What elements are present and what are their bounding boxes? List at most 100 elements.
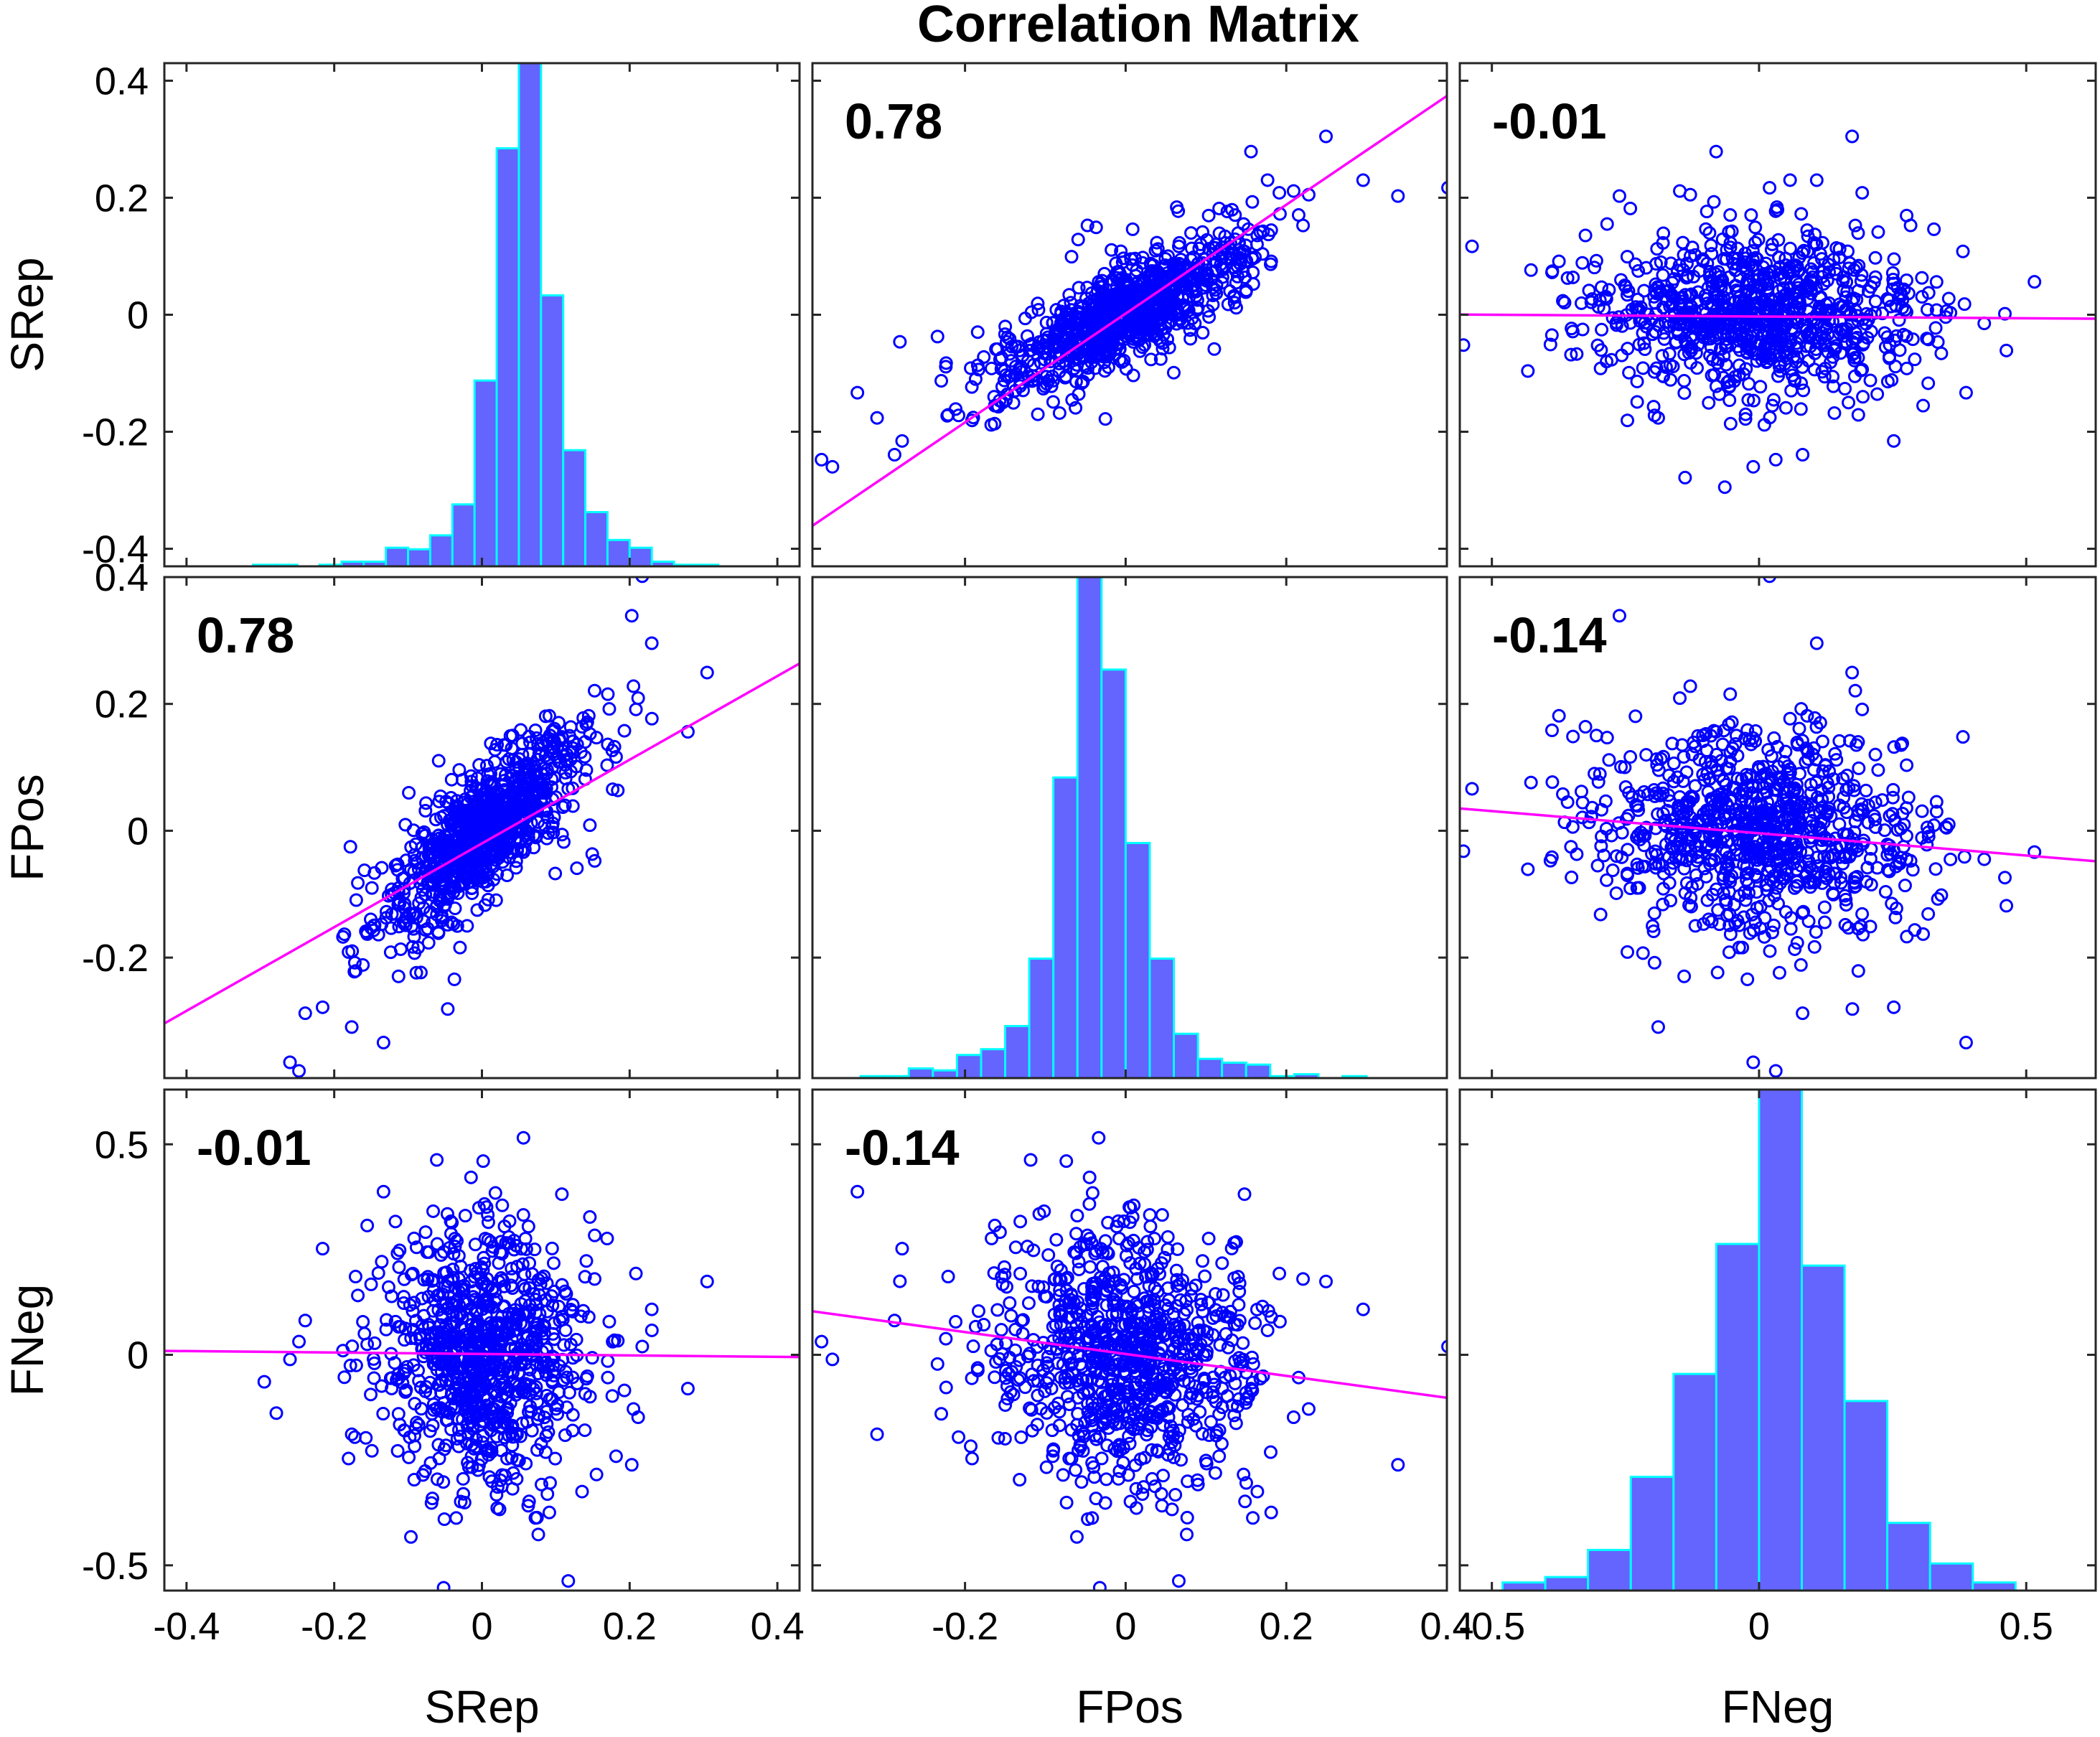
scatter-point xyxy=(1895,806,1910,820)
scatter-point xyxy=(1710,747,1724,762)
scatter-point xyxy=(1702,395,1716,410)
scatter-point xyxy=(1801,752,1816,767)
scatter-point xyxy=(1773,335,1788,350)
scatter-point xyxy=(397,881,411,896)
scatter-point xyxy=(1356,1302,1370,1316)
scatter-point xyxy=(1764,749,1778,764)
scatter-point xyxy=(1717,868,1731,883)
scatter-point xyxy=(1144,317,1158,331)
scatter-FPos-vs-FNeg xyxy=(1460,577,2096,1078)
scatter-point xyxy=(1851,964,1865,978)
scatter-point xyxy=(1838,917,1852,932)
scatter-point xyxy=(1544,723,1559,737)
scatter-point xyxy=(850,1184,865,1199)
scatter-point xyxy=(516,1208,530,1222)
scatter-point xyxy=(1705,914,1719,929)
scatter-point xyxy=(624,609,639,623)
scatter-point xyxy=(378,1116,389,1128)
scatter-point xyxy=(1595,322,1609,337)
scatter-point xyxy=(1227,1408,1242,1423)
scatter-point xyxy=(1722,717,1736,731)
scatter-point xyxy=(1696,734,1710,749)
scatter-point xyxy=(474,1452,489,1466)
scatter-point xyxy=(1723,416,1738,431)
scatter-FPos-vs-SRep xyxy=(164,577,800,1128)
scatter-point xyxy=(1886,276,1900,291)
scatter-point xyxy=(1621,945,1635,959)
scatter-point xyxy=(1248,1316,1262,1330)
scatter-point xyxy=(1843,256,1857,271)
scatter-point xyxy=(1738,407,1753,421)
scatter-point xyxy=(1677,386,1692,401)
scatter-point xyxy=(434,1248,449,1263)
scatter-point xyxy=(617,1383,632,1397)
scatter-point xyxy=(316,1242,330,1256)
scatter-point xyxy=(409,965,423,980)
scatter-point xyxy=(1882,293,1896,307)
scatter-point xyxy=(1196,326,1210,340)
scatter-point xyxy=(390,863,405,877)
scatter-point xyxy=(1766,393,1781,407)
scatter-point xyxy=(1565,870,1579,884)
y-tick-label: 0 xyxy=(127,294,149,337)
scatter-point xyxy=(542,1505,556,1520)
scatter-point xyxy=(476,871,490,885)
scatter-FNeg-vs-FPos xyxy=(812,1130,1447,1591)
scatter-point xyxy=(1738,255,1753,269)
scatter-point xyxy=(1900,758,1914,772)
scatter-point xyxy=(1677,750,1691,764)
scatter-point xyxy=(450,1362,464,1376)
scatter-point xyxy=(1056,299,1071,313)
scatter-point xyxy=(530,767,544,782)
scatter-point xyxy=(1750,317,1765,332)
scatter-point xyxy=(1679,256,1694,271)
scatter-point xyxy=(1748,724,1763,738)
scatter-point xyxy=(489,1415,504,1430)
scatter-point xyxy=(1906,863,1920,877)
scatter-point xyxy=(1763,411,1777,425)
scatter-point xyxy=(1209,286,1224,301)
scatter-point xyxy=(1545,775,1560,790)
scatter-point xyxy=(1155,281,1169,296)
scatter-point xyxy=(505,1281,520,1296)
scatter-point xyxy=(1809,636,1824,650)
scatter-point xyxy=(1115,355,1129,369)
scatter-point xyxy=(1239,253,1253,268)
scatter-point xyxy=(1119,324,1133,338)
scatter-point xyxy=(1915,804,1929,818)
scatter-point xyxy=(408,1397,422,1411)
scatter-point xyxy=(1582,284,1596,298)
scatter-point xyxy=(1636,946,1650,960)
scatter-point xyxy=(1013,376,1028,390)
scatter-point xyxy=(1678,288,1692,302)
scatter-point xyxy=(1772,810,1786,825)
scatter-point xyxy=(468,1237,482,1252)
scatter-point xyxy=(1656,268,1670,282)
scatter-point xyxy=(1763,861,1778,875)
scatter-point xyxy=(388,907,403,921)
scatter-point xyxy=(1792,721,1806,736)
histogram-bar xyxy=(517,63,543,566)
scatter-point xyxy=(1920,332,1934,346)
scatter-point xyxy=(1156,289,1171,304)
scatter-point xyxy=(1126,368,1140,383)
scatter-point xyxy=(344,1020,359,1034)
scatter-point xyxy=(1855,186,1870,200)
scatter-point xyxy=(499,754,513,769)
scatter-point xyxy=(1150,242,1165,256)
scatter-point xyxy=(1870,387,1885,401)
correlation-label: 0.78 xyxy=(197,607,294,663)
scatter-point xyxy=(1826,886,1840,901)
scatter-point xyxy=(1639,261,1654,275)
scatter-point xyxy=(431,1303,446,1317)
scatter-point xyxy=(316,1000,330,1014)
scatter-point xyxy=(966,411,980,425)
scatter-point xyxy=(365,881,379,895)
scatter-point xyxy=(404,840,418,854)
scatter-point xyxy=(489,1487,504,1502)
scatter-point xyxy=(1700,803,1714,818)
scatter-point xyxy=(1600,873,1614,887)
scatter-point xyxy=(1031,296,1045,311)
x-tick-label: 0.4 xyxy=(751,1605,805,1648)
scatter-point xyxy=(423,1375,437,1390)
